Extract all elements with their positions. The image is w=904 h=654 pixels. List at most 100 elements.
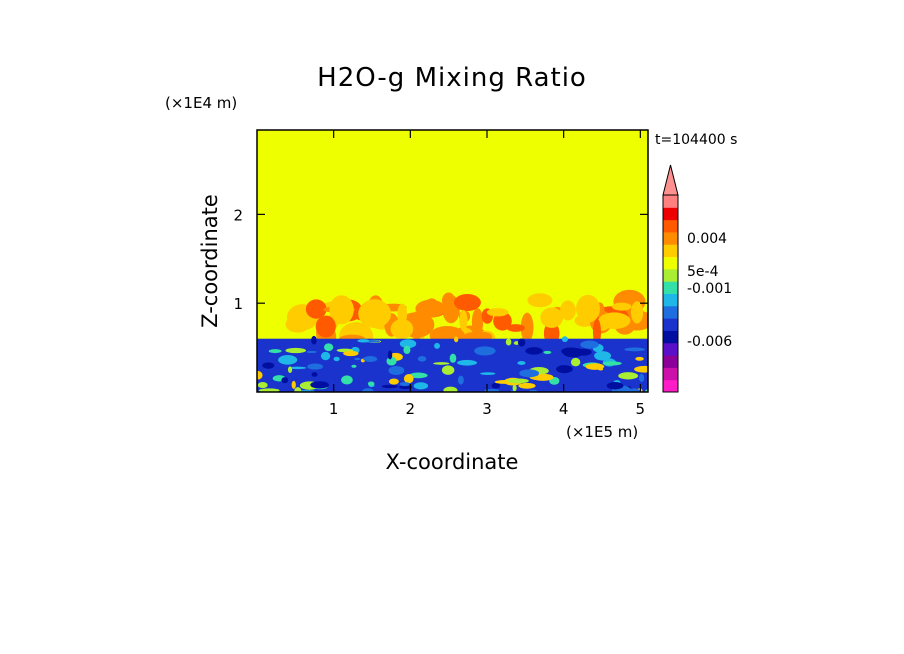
colorbar-segment <box>663 244 678 258</box>
x-axis-label: X-coordinate <box>386 450 519 474</box>
mixing-streak <box>480 372 496 375</box>
colorbar-segment <box>663 379 678 393</box>
convective-cell <box>611 302 632 311</box>
mixing-streak <box>278 355 298 365</box>
convective-cell <box>540 307 564 328</box>
y-axis-label: Z-coordinate <box>198 194 222 328</box>
x-units-label: (×1E5 m) <box>566 423 638 441</box>
mixing-streak <box>387 350 393 360</box>
mixing-streak <box>518 382 536 389</box>
colorbar-segment <box>663 355 678 368</box>
convective-cell <box>520 312 534 343</box>
mixing-streak <box>257 370 263 380</box>
mixing-streak <box>363 356 378 362</box>
mixing-streak <box>398 385 413 390</box>
convective-cell <box>630 301 644 324</box>
convective-cell <box>425 298 439 313</box>
convective-cell <box>486 308 509 317</box>
colorbar-segment <box>663 207 678 221</box>
colorbar-label: -0.006 <box>687 334 732 350</box>
mixing-streak <box>491 382 501 389</box>
colorbar-segment <box>663 281 678 294</box>
mixing-streak <box>343 350 359 357</box>
mixing-streak <box>288 366 307 370</box>
y-units-label: (×1E4 m) <box>165 94 237 112</box>
mixing-streak <box>341 375 353 385</box>
convective-cell <box>459 309 468 331</box>
time-label: t=104400 s <box>655 132 737 148</box>
mixing-streak <box>556 365 573 374</box>
mixing-streak <box>323 343 334 352</box>
convective-cell <box>315 315 336 338</box>
mixing-streak <box>388 365 405 375</box>
mixing-streak <box>635 356 644 361</box>
convective-cell <box>576 294 600 323</box>
mixing-streak <box>307 363 324 370</box>
x-tick-label: 5 <box>636 400 646 418</box>
colorbar-segment <box>663 195 678 208</box>
y-tick-label: 1 <box>233 295 243 313</box>
mixing-streak <box>634 365 648 373</box>
mixing-streak <box>580 340 599 349</box>
mixing-streak <box>441 365 455 375</box>
mixing-streak <box>333 356 340 362</box>
mixing-streak <box>311 335 317 345</box>
x-tick-label: 2 <box>406 400 416 418</box>
y-tick-label: 2 <box>233 206 243 224</box>
chart-title: H2O-g Mixing Ratio <box>317 63 587 93</box>
colorbar-label: 5e-4 <box>687 264 719 280</box>
mixing-streak <box>505 338 512 346</box>
mixing-streak <box>388 378 399 385</box>
mixing-streak <box>639 373 645 383</box>
x-axis: 1 2 3 4 5 <box>329 130 645 418</box>
mixing-streak <box>624 347 646 352</box>
mixing-streak <box>310 381 329 389</box>
mixing-streak <box>258 388 280 392</box>
mixing-streak <box>351 364 357 368</box>
colorbar-segment <box>663 318 678 331</box>
y-axis: 12 <box>233 206 648 313</box>
colorbar-frame <box>662 194 679 393</box>
convective-cell <box>592 318 602 346</box>
lower-layer-streaks <box>257 335 648 392</box>
mixing-streak <box>484 388 500 392</box>
colorbar-label: -0.001 <box>687 281 732 297</box>
colorbar-segment <box>663 268 678 282</box>
mixing-streak <box>354 357 361 361</box>
plot-frame <box>256 129 649 393</box>
colorbar <box>662 164 679 393</box>
mixing-streak <box>262 362 275 369</box>
mixing-streak <box>449 353 457 363</box>
convective-cell <box>358 299 392 328</box>
mixing-streak <box>512 384 517 392</box>
mixing-streak <box>433 362 450 365</box>
x-tick-label: 4 <box>559 400 569 418</box>
mixing-streak <box>519 369 540 378</box>
convective-cell <box>560 300 576 321</box>
mixing-streak <box>367 381 375 386</box>
convective-cell <box>305 299 327 319</box>
mixing-streak <box>357 339 370 343</box>
mixing-streak <box>434 342 441 349</box>
mixing-streak <box>361 388 375 392</box>
colorbar-segment <box>663 293 678 307</box>
mixing-streak <box>291 380 296 389</box>
colorbar-segment <box>663 330 678 344</box>
plot-area <box>257 130 648 392</box>
convective-cell <box>329 295 354 325</box>
convective-cell <box>471 308 484 336</box>
mixing-streak <box>403 345 411 355</box>
x-tick-label: 1 <box>329 400 339 418</box>
colorbar-arrow <box>662 164 679 196</box>
colorbar-segment <box>663 231 678 245</box>
mixing-streak <box>443 386 458 392</box>
mixing-streak <box>287 366 293 374</box>
mixing-streak <box>563 347 584 358</box>
colorbar-segment <box>663 305 678 319</box>
colorbar-segment <box>663 367 678 381</box>
mixing-streak <box>281 377 289 384</box>
mixing-streak <box>320 351 331 361</box>
convective-cell <box>453 293 481 311</box>
mixing-streak <box>517 361 526 366</box>
